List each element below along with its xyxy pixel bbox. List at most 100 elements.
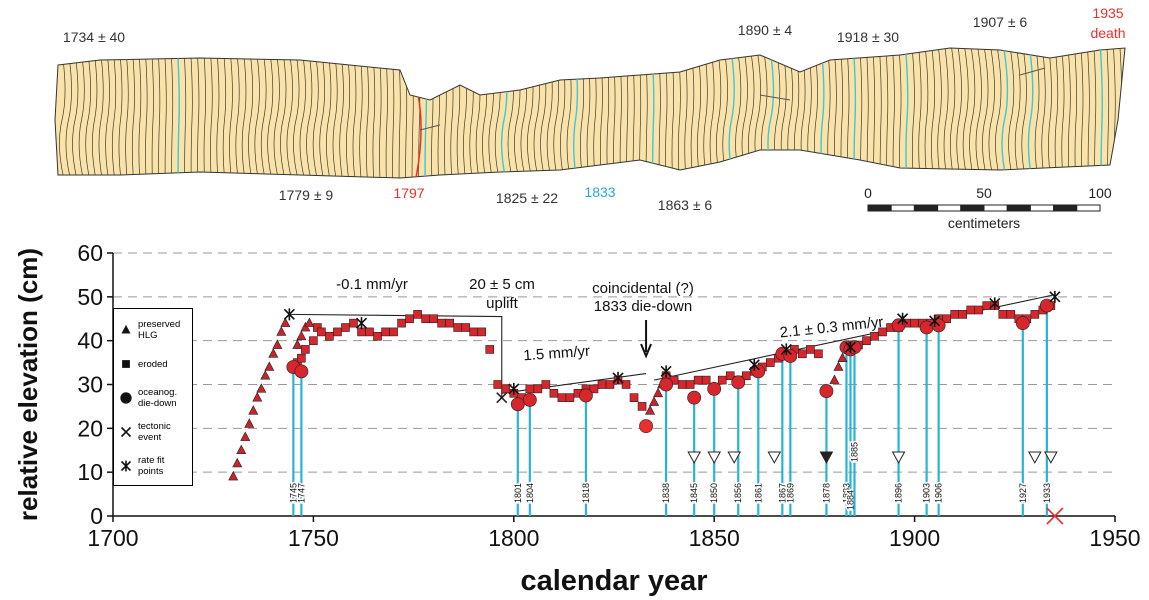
- triangle-point: [296, 330, 307, 341]
- growth-band: [78, 48, 87, 178]
- stem-label: 1927: [1018, 483, 1028, 503]
- square-point: [974, 305, 984, 315]
- growth-band: [924, 48, 929, 178]
- square-point: [717, 375, 727, 385]
- square-point: [493, 380, 503, 389]
- growth-band: [163, 48, 167, 178]
- down-triangle: [891, 451, 906, 464]
- triangle-point: [264, 361, 275, 371]
- growth-band: [943, 48, 950, 178]
- square-point: [341, 323, 350, 332]
- square-point: [485, 345, 495, 354]
- scale-tick-label: 0: [864, 185, 872, 201]
- growth-band: [254, 48, 262, 178]
- square-point: [597, 380, 607, 389]
- circle-point: [294, 364, 309, 379]
- scale-segment: [913, 204, 939, 212]
- circle-point: [579, 388, 593, 403]
- square-point: [541, 380, 551, 389]
- legend-label: eroded: [138, 358, 168, 370]
- square-point: [942, 314, 951, 324]
- growth-band: [1027, 48, 1035, 178]
- triangle-point: [232, 457, 243, 468]
- coral-label: 1863 ± 6: [658, 197, 713, 213]
- scale-segment: [867, 204, 892, 212]
- coral-label: 1797: [393, 185, 424, 201]
- square-point: [814, 349, 823, 359]
- y-tick-label: 30: [77, 372, 103, 398]
- coral-label: 1907 ± 6: [973, 14, 1028, 30]
- growth-band: [1014, 48, 1023, 178]
- x-tick-label: 1850: [689, 525, 740, 551]
- square-point: [878, 327, 887, 337]
- growth-band: [209, 48, 213, 178]
- x-tick-label: 1750: [288, 525, 339, 551]
- annotation: coincidental (?): [592, 280, 694, 297]
- growth-band: [293, 48, 302, 178]
- coral-label: 1890 ± 4: [738, 22, 793, 38]
- asterisk-point: [612, 371, 624, 384]
- stem-label: 1861: [753, 483, 763, 503]
- growth-band: [950, 48, 957, 178]
- square-point: [629, 393, 639, 402]
- y-tick-label: 40: [77, 328, 103, 354]
- triangle-point: [228, 470, 239, 481]
- growth-band: [124, 48, 129, 178]
- coral-label: 1918 ± 30: [837, 29, 899, 45]
- growth-band: [365, 48, 369, 178]
- growth-band: [937, 48, 943, 178]
- legend-marker: [120, 460, 132, 472]
- growth-band: [988, 48, 997, 178]
- stem-label: 1804: [525, 483, 535, 503]
- triangle-point: [292, 339, 303, 349]
- y-tick-label: 50: [77, 284, 103, 310]
- scale-segment: [937, 204, 962, 212]
- growth-band: [222, 48, 227, 178]
- x-tick-label: 1950: [1089, 525, 1140, 551]
- square-point: [122, 360, 130, 368]
- scale-segment: [960, 204, 985, 212]
- square-point: [549, 388, 559, 398]
- circle-point: [522, 392, 537, 407]
- growth-band: [118, 48, 123, 178]
- triangle-point: [653, 387, 664, 398]
- square-point: [1030, 310, 1040, 319]
- circle-point: [687, 390, 702, 405]
- square-point: [461, 323, 471, 332]
- stem-label: 1896: [894, 483, 904, 503]
- growth-band: [352, 48, 357, 178]
- annotation: -0.1 mm/yr: [336, 276, 408, 293]
- triangle-point: [276, 326, 287, 336]
- growth-band: [111, 48, 117, 178]
- square-point: [477, 327, 487, 337]
- x-axis-label: calendar year: [520, 565, 707, 597]
- legend-item: oceanog. die-down: [116, 381, 190, 415]
- square-point: [405, 314, 414, 324]
- growth-band: [170, 48, 174, 178]
- growth-band: [183, 48, 187, 178]
- down-triangle: [687, 451, 702, 464]
- growth-band: [91, 48, 99, 178]
- triangle-point: [272, 339, 283, 349]
- stem-label: 1933: [1042, 483, 1052, 503]
- square-point: [533, 384, 543, 394]
- growth-bands: [59, 48, 1123, 178]
- square-point: [862, 336, 871, 345]
- x-tick-label: 1700: [87, 525, 138, 551]
- legend-item: eroded: [116, 347, 190, 381]
- down-triangle: [767, 451, 782, 464]
- square-point: [429, 314, 438, 324]
- x-point: [120, 426, 132, 438]
- triangle-point: [304, 317, 315, 327]
- legend-label: rate fit points: [138, 455, 165, 477]
- triangle-point: [244, 418, 255, 428]
- asterisk-point: [929, 314, 941, 327]
- growth-band: [1001, 48, 1010, 178]
- growth-band: [1054, 48, 1059, 178]
- square-point: [637, 402, 647, 411]
- growth-band: [137, 48, 142, 178]
- growth-band: [150, 48, 154, 178]
- x-point: [1046, 507, 1064, 525]
